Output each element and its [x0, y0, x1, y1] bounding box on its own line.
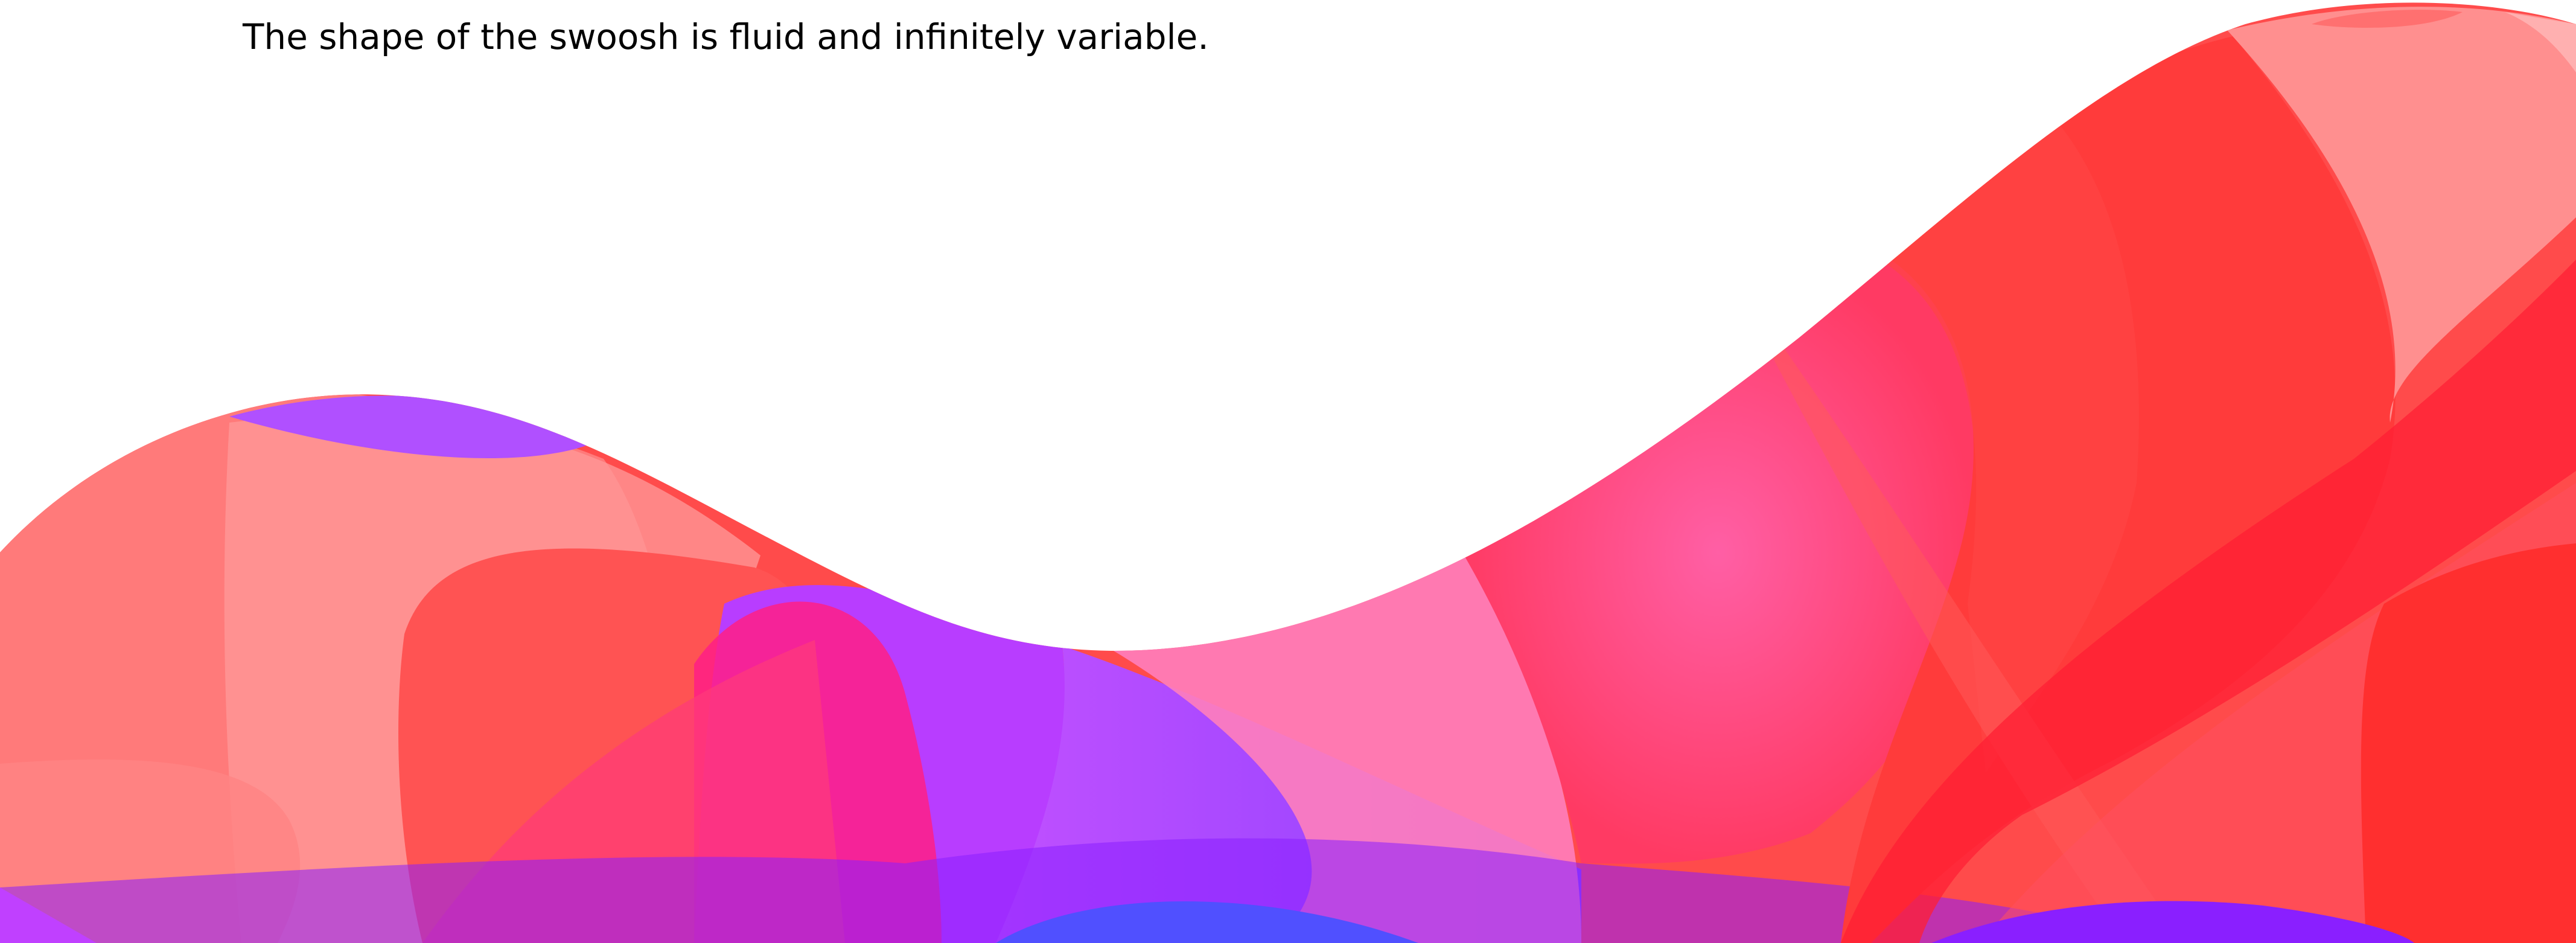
swoosh-caption: The shape of the swoosh is fluid and inf…	[243, 16, 1209, 57]
